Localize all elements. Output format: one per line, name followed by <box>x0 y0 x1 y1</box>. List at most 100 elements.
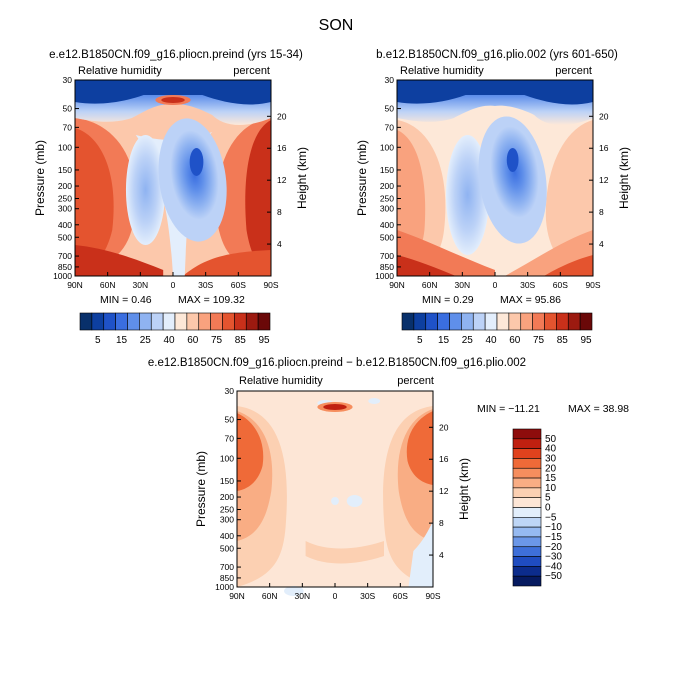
panel-a-y2label: Height (km) <box>295 147 309 209</box>
panel-b: b.e12.B1850CN.f09_g16.plio.002 (yrs 601-… <box>355 49 631 346</box>
colorbar-swatch <box>103 312 116 331</box>
colorbar-swatch <box>401 312 415 331</box>
colorbar-swatch <box>512 556 542 567</box>
y-tick-label: 30 <box>225 386 235 396</box>
colorbar-label: 5 <box>95 335 101 346</box>
panel-c-field-label: Relative humidity <box>239 375 323 387</box>
colorbar-swatch <box>512 467 542 479</box>
panel-b-y2-ticks: 20 16 12 8 4 <box>589 111 609 249</box>
colorbar-swatch <box>461 312 474 331</box>
colorbar-label: 60 <box>187 335 199 346</box>
y2-tick-label: 4 <box>439 550 444 560</box>
panel-a-min: MIN = 0.46 <box>100 294 152 306</box>
panel-c-ylabel: Pressure (mb) <box>194 451 208 527</box>
panel-c-plot <box>237 391 433 596</box>
y-tick-label: 70 <box>385 122 395 132</box>
colorbar-label: 40 <box>545 444 557 455</box>
panel-b-ylabel: Pressure (mb) <box>355 140 369 216</box>
colorbar-swatch <box>79 312 93 331</box>
colorbar-label: 10 <box>545 483 557 494</box>
y2-tick-label: 12 <box>439 486 449 496</box>
panel-a-max: MAX = 109.32 <box>178 294 245 306</box>
colorbar-swatch <box>579 312 593 331</box>
colorbar-swatch <box>532 312 545 331</box>
panel-c-title: e.e12.B1850CN.f09_g16.pliocn.preind − b.… <box>148 357 526 369</box>
colorbar-label: 50 <box>545 434 557 445</box>
x-tick-label: 60N <box>100 280 116 290</box>
panel-a-field-label: Relative humidity <box>78 65 162 77</box>
y-tick-label: 300 <box>58 204 72 214</box>
y-tick-label: 200 <box>220 492 234 502</box>
y-tick-label: 200 <box>380 181 394 191</box>
x-tick-label: 90N <box>67 280 83 290</box>
panel-c-min: MIN = −11.21 <box>477 403 540 415</box>
colorbar-swatch <box>437 312 450 331</box>
y-tick-label: 250 <box>380 194 394 204</box>
colorbar-swatch <box>544 312 557 331</box>
x-tick-label: 30S <box>520 280 535 290</box>
y-tick-label: 1000 <box>375 271 394 281</box>
x-tick-label: 60N <box>422 280 438 290</box>
colorbar-swatch <box>512 428 542 440</box>
panel-a-units: percent <box>233 65 270 77</box>
colorbar-swatch <box>257 312 271 331</box>
colorbar-swatch <box>198 312 211 331</box>
panel-b-y2label: Height (km) <box>617 147 631 209</box>
panel-c: e.e12.B1850CN.f09_g16.pliocn.preind − b.… <box>148 357 629 601</box>
colorbar-swatch <box>512 517 542 528</box>
y-tick-label: 300 <box>220 515 234 525</box>
colorbar-swatch <box>512 507 542 518</box>
panel-b-x-ticks: 90N 60N 30N 0 30S 60S 90S <box>389 272 601 290</box>
panel-c-y2label: Height (km) <box>457 458 471 520</box>
panel-b-min: MIN = 0.29 <box>422 294 474 306</box>
colorbar-swatch <box>567 312 581 331</box>
y-tick-label: 500 <box>380 232 394 242</box>
colorbar-swatch <box>222 312 235 331</box>
colorbar-swatch <box>484 312 498 331</box>
y-tick-label: 700 <box>220 562 234 572</box>
colorbar-label: −50 <box>545 571 562 582</box>
colorbar-swatch <box>512 536 542 548</box>
y-tick-label: 70 <box>225 433 235 443</box>
y2-tick-label: 8 <box>439 518 444 528</box>
colorbar-swatch <box>150 312 164 331</box>
colorbar-label: −5 <box>545 512 557 523</box>
y2-tick-label: 12 <box>599 175 609 185</box>
panel-a-x-ticks: 90N 60N 30N 0 30S 60S 90S <box>67 272 279 290</box>
colorbar-swatch <box>520 312 533 331</box>
y-tick-label: 100 <box>380 142 394 152</box>
colorbar-swatch <box>234 312 247 331</box>
x-tick-label: 90N <box>229 591 245 601</box>
colorbar-label: 75 <box>533 335 545 346</box>
y-tick-label: 700 <box>58 251 72 261</box>
colorbar-swatch <box>512 458 542 469</box>
colorbar-swatch <box>512 438 542 449</box>
y2-tick-label: 16 <box>439 454 449 464</box>
colorbar-label: −10 <box>545 522 562 533</box>
y-tick-label: 30 <box>385 75 395 85</box>
panel-a-ylabel: Pressure (mb) <box>33 140 47 216</box>
x-tick-label: 60N <box>262 591 278 601</box>
colorbar-swatch <box>413 312 427 331</box>
y-tick-label: 100 <box>220 453 234 463</box>
y2-tick-label: 20 <box>599 111 609 121</box>
y-tick-label: 70 <box>63 122 73 132</box>
y2-tick-label: 16 <box>277 143 287 153</box>
season-title: SON <box>319 17 354 34</box>
x-tick-label: 0 <box>493 280 498 290</box>
y-tick-label: 1000 <box>53 271 72 281</box>
colorbar-swatch <box>139 312 152 331</box>
y-tick-label: 850 <box>220 573 234 583</box>
colorbar-label: 30 <box>545 453 557 464</box>
colorbar-swatch <box>512 526 542 538</box>
x-tick-label: 60S <box>553 280 568 290</box>
colorbar-label: −40 <box>545 561 562 572</box>
colorbar-swatch <box>512 477 542 489</box>
colorbar-label: 40 <box>486 335 498 346</box>
y-tick-label: 30 <box>63 75 73 85</box>
y-tick-label: 50 <box>225 415 235 425</box>
